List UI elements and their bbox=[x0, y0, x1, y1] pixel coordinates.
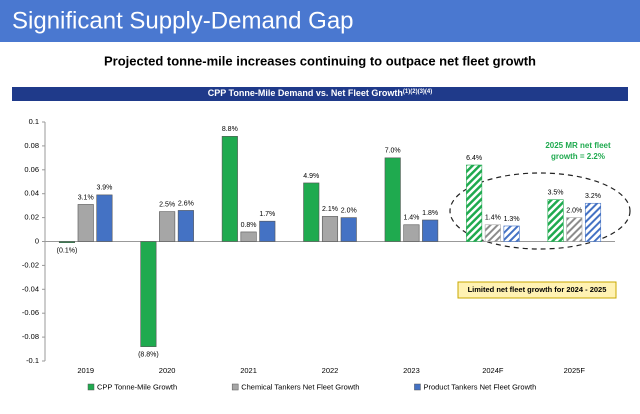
bar bbox=[96, 194, 113, 242]
bar bbox=[159, 211, 176, 242]
data-label: 3.2% bbox=[585, 193, 601, 200]
data-label: 0.8% bbox=[241, 222, 257, 229]
legend-label: Chemical Tankers Net Fleet Growth bbox=[241, 382, 359, 391]
data-label: (8.8%) bbox=[138, 352, 159, 359]
data-label: 2.6% bbox=[178, 200, 194, 207]
x-tick-label: 2024F bbox=[482, 366, 504, 375]
annotation-box bbox=[457, 281, 617, 299]
x-tick-label: 2023 bbox=[403, 366, 420, 375]
legend-swatch bbox=[231, 383, 239, 391]
y-tick-label: -0.1 bbox=[26, 356, 39, 365]
bar bbox=[403, 224, 420, 242]
annotation: growth = 2.2% bbox=[551, 152, 605, 161]
annotation: 2025 MR net fleet bbox=[545, 141, 611, 150]
data-label: 3.9% bbox=[96, 185, 112, 192]
data-label: 1.3% bbox=[504, 216, 520, 223]
legend-swatch bbox=[87, 383, 95, 391]
legend-label: CPP Tonne-Mile Growth bbox=[97, 382, 177, 391]
bar bbox=[259, 220, 276, 242]
data-label: 2.0% bbox=[341, 207, 357, 214]
x-tick-label: 2020 bbox=[159, 366, 176, 375]
y-tick-label: 0.02 bbox=[24, 213, 39, 222]
bar bbox=[58, 241, 76, 243]
legend-label: Product Tankers Net Fleet Growth bbox=[423, 382, 536, 391]
bar bbox=[584, 202, 602, 242]
bar bbox=[484, 224, 501, 242]
data-label: 4.9% bbox=[303, 173, 319, 180]
y-tick-label: -0.04 bbox=[22, 284, 39, 293]
bar bbox=[77, 204, 94, 242]
bar bbox=[422, 219, 439, 242]
forecast-ellipse bbox=[449, 172, 631, 250]
annotation: Limited net fleet growth for 2024 - 2025 bbox=[468, 285, 607, 294]
bar bbox=[221, 136, 238, 242]
y-tick-label: 0.04 bbox=[24, 189, 39, 198]
bar bbox=[340, 217, 357, 242]
bar bbox=[303, 182, 320, 242]
y-tick-label: 0.1 bbox=[29, 117, 39, 126]
y-tick-label: -0.06 bbox=[22, 308, 39, 317]
y-tick-label: 0.06 bbox=[24, 165, 39, 174]
bar bbox=[466, 164, 483, 242]
data-label: 8.8% bbox=[222, 126, 238, 133]
data-label: 1.7% bbox=[259, 211, 275, 218]
data-label: 3.5% bbox=[548, 190, 564, 197]
x-tick-label: 2021 bbox=[240, 366, 257, 375]
data-label: 2.1% bbox=[322, 206, 338, 213]
bar bbox=[384, 157, 401, 242]
legend-swatch bbox=[414, 383, 421, 391]
chart-title-main: CPP Tonne-Mile Demand vs. Net Fleet Grow… bbox=[208, 88, 403, 98]
subtitle: Projected tonne-mile increases continuin… bbox=[104, 53, 536, 68]
x-tick-label: 2019 bbox=[77, 366, 94, 375]
chart-title-band bbox=[12, 87, 628, 101]
y-tick-label: -0.08 bbox=[22, 332, 39, 341]
chart-title-superscript: (1)(2)(3)(4) bbox=[403, 89, 432, 95]
y-tick-label: 0.08 bbox=[24, 141, 39, 150]
y-tick-label: -0.02 bbox=[22, 260, 39, 269]
bar bbox=[547, 199, 564, 242]
data-label: 1.4% bbox=[403, 215, 419, 222]
data-label: 2.0% bbox=[566, 207, 582, 214]
bar bbox=[321, 216, 339, 242]
data-label: 3.1% bbox=[78, 194, 94, 201]
data-label: (0.1%) bbox=[57, 248, 78, 255]
slide-title: Significant Supply-Demand Gap bbox=[12, 7, 354, 34]
data-label: 1.4% bbox=[485, 215, 501, 222]
bar bbox=[503, 225, 520, 242]
data-label: 7.0% bbox=[385, 148, 401, 155]
data-label: 2.5% bbox=[159, 201, 175, 208]
x-tick-label: 2022 bbox=[322, 366, 339, 375]
bar bbox=[566, 217, 583, 242]
x-tick-label: 2025F bbox=[564, 366, 586, 375]
header-band bbox=[0, 0, 640, 42]
bar bbox=[240, 231, 257, 242]
chart-title: CPP Tonne-Mile Demand vs. Net Fleet Grow… bbox=[208, 88, 433, 98]
y-tick-label: 0 bbox=[35, 236, 39, 245]
data-label: 6.4% bbox=[466, 155, 482, 162]
bar bbox=[140, 241, 157, 347]
data-label: 1.8% bbox=[422, 210, 438, 217]
bar bbox=[177, 210, 194, 242]
